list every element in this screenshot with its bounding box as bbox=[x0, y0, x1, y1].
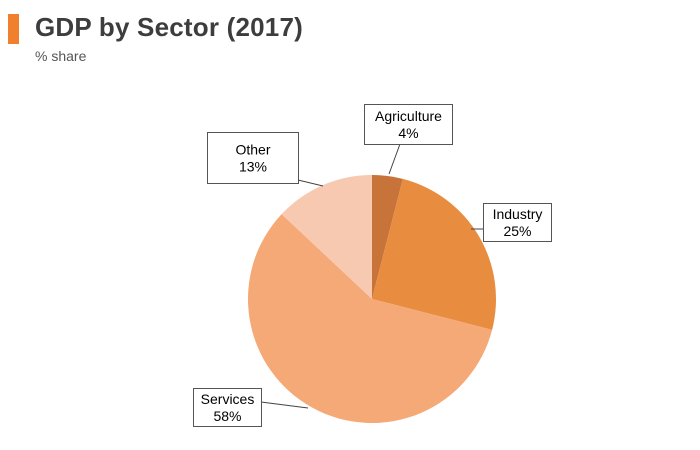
pie-slice-agriculture bbox=[372, 175, 403, 299]
callout-leader-line bbox=[388, 143, 401, 175]
title-accent-bar bbox=[8, 14, 19, 44]
callout-box bbox=[207, 132, 299, 184]
slice-value-label: 58% bbox=[213, 408, 241, 424]
slice-label: Other bbox=[235, 142, 270, 158]
slice-label: Agriculture bbox=[375, 108, 442, 124]
callout-box bbox=[364, 104, 453, 145]
callout-box bbox=[193, 388, 262, 427]
pie-slice-industry bbox=[372, 178, 496, 330]
callout-box bbox=[483, 203, 552, 242]
slice-label: Services bbox=[201, 391, 255, 407]
pie-slice-other bbox=[281, 175, 372, 299]
callout-leader-line bbox=[297, 179, 324, 187]
pie-slices bbox=[247, 175, 496, 424]
callout-leader-line bbox=[260, 401, 309, 409]
slice-value-label: 13% bbox=[239, 159, 267, 175]
pie-slice-services bbox=[247, 214, 493, 424]
slice-value-label: 4% bbox=[398, 125, 418, 141]
slice-value-label: 25% bbox=[503, 223, 531, 239]
chart-subtitle: % share bbox=[35, 48, 87, 64]
chart-title: GDP by Sector (2017) bbox=[35, 12, 303, 42]
slice-label: Industry bbox=[493, 206, 543, 222]
